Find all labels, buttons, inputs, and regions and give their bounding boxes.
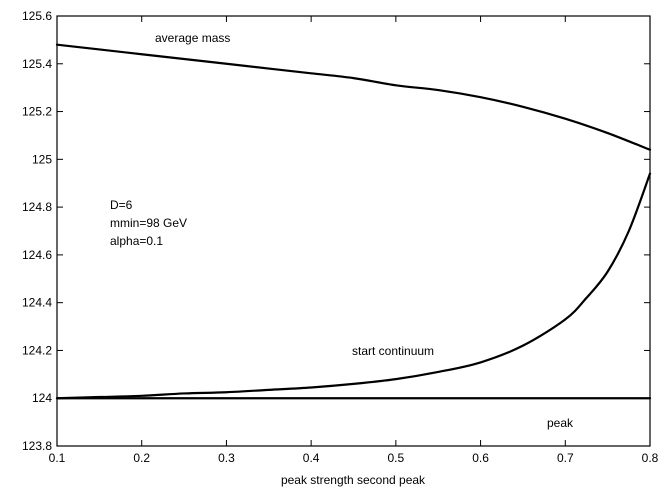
x-tick-label: 0.5 (388, 451, 405, 465)
y-tick-label: 124.4 (22, 296, 52, 310)
series (55, 43, 652, 400)
annotation-param-mmin: mmin=98 GeV (110, 216, 187, 230)
y-tick-label: 123.8 (22, 439, 52, 453)
tick-labels: 0.1 0.2 0.3 0.4 0.5 0.6 0.7 0.8 123.8 124 124.2 124… (22, 9, 659, 465)
series-line-start-continuum (55, 172, 652, 400)
annotation-start-continuum: start continuum (352, 344, 434, 358)
x-axis-label: peak strength second peak (281, 473, 426, 487)
series-line-average-mass (55, 43, 652, 151)
x-tick-label: 0.1 (49, 451, 66, 465)
y-tick-label: 125.2 (22, 105, 52, 119)
y-tick-label: 124.6 (22, 248, 52, 262)
annotation-average-mass: average mass (155, 31, 230, 45)
x-tick-label: 0.4 (303, 451, 320, 465)
y-tick-label: 124.2 (22, 343, 52, 357)
plot-frame (56, 15, 651, 447)
annotation-param-alpha: alpha=0.1 (110, 234, 163, 248)
ticks (56, 15, 651, 447)
x-tick-label: 0.8 (642, 451, 659, 465)
y-tick-label: 125.4 (22, 57, 52, 71)
y-tick-label: 124 (32, 391, 52, 405)
y-tick-label: 125.6 (22, 9, 52, 23)
x-tick-label: 0.3 (218, 451, 235, 465)
x-tick-label: 0.2 (133, 451, 150, 465)
annotation-peak: peak (547, 416, 574, 430)
y-tick-label: 124.8 (22, 200, 52, 214)
x-tick-label: 0.6 (472, 451, 489, 465)
annotation-param-d: D=6 (110, 198, 133, 212)
y-tick-label: 125 (32, 152, 52, 166)
x-tick-label: 0.7 (557, 451, 574, 465)
